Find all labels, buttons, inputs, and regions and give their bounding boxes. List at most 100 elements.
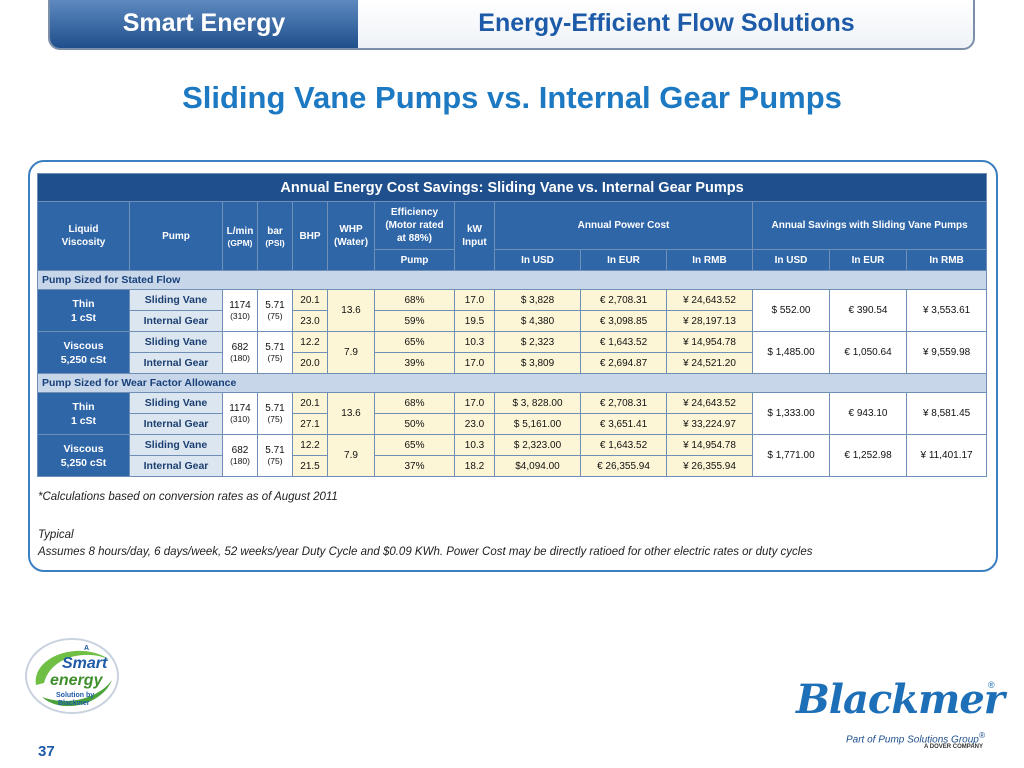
badge-a: A	[84, 645, 89, 652]
flow-lmin: 1174	[229, 403, 251, 414]
cost-rmb: ¥ 24,643.52	[666, 289, 753, 311]
cost-usd: $ 5,161.00	[494, 413, 581, 435]
flow-lmin: 682	[231, 445, 249, 456]
bhp-value: 12.2	[292, 434, 328, 456]
cost-eur: € 1,643.52	[580, 331, 667, 353]
efficiency-value: 37%	[374, 455, 455, 477]
flow-gpm: (310)	[230, 311, 250, 321]
col-header-save-rmb: In RMB	[905, 249, 988, 271]
liquid-viscosity-cell: Thin 1 cSt	[37, 289, 130, 332]
col-header-save-eur: In EUR	[829, 249, 907, 271]
col-header-annual-power-cost: Annual Power Cost	[494, 201, 753, 250]
cost-usd: $ 4,380	[494, 310, 581, 332]
badge-brand: Blackmer	[58, 700, 90, 707]
cost-eur: € 26,355.94	[580, 455, 667, 477]
efficiency-value: 39%	[374, 352, 455, 374]
cost-usd: $4,094.00	[494, 455, 581, 477]
bhp-value: 20.1	[292, 289, 328, 311]
flow-cell: 682 (180)	[222, 434, 258, 477]
pump-type: Sliding Vane	[129, 434, 223, 456]
flow-cell: 682 (180)	[222, 331, 258, 374]
col-header-cost-rmb: In RMB	[666, 249, 753, 271]
blackmer-wordmark: Blackmer	[796, 676, 1005, 723]
bar-label: bar	[267, 225, 283, 237]
dover-company-mark: A DOVER COMPANY	[924, 744, 984, 750]
savings-eur: € 1,050.64	[829, 331, 907, 374]
liquid-viscosity-cell: Viscous 5,250 cSt	[37, 331, 130, 374]
bhp-value: 27.1	[292, 413, 328, 435]
table-body: Annual Energy Cost Savings: Sliding Vane…	[36, 173, 988, 477]
blackmer-tagline: Part of Pump Solutions Group®	[846, 730, 985, 745]
col-header-save-usd: In USD	[752, 249, 830, 271]
cost-usd: $ 2,323	[494, 331, 581, 353]
efficiency-value: 59%	[374, 310, 455, 332]
efficiency-value: 50%	[374, 413, 455, 435]
section-header: Pump Sized for Wear Factor Allowance	[36, 373, 988, 393]
kw-input-value: 19.5	[454, 310, 495, 332]
flow-gpm: (310)	[230, 414, 250, 424]
savings-rmb: ¥ 3,553.61	[905, 289, 988, 332]
footnote-conversion: *Calculations based on conversion rates …	[38, 491, 338, 503]
savings-usd: $ 552.00	[752, 289, 830, 332]
liquid-viscosity-cell: Viscous 5,250 cSt	[37, 434, 130, 477]
col-header-annual-savings: Annual Savings with Sliding Vane Pumps	[751, 201, 988, 250]
pump-type: Sliding Vane	[129, 331, 223, 353]
flow-cell: 1174 (310)	[222, 289, 258, 332]
table-row: Internal Gear 21.5 37% 18.2 $4,094.00 € 26,35…	[38, 455, 987, 477]
pressure-bar: 5.71	[265, 445, 285, 456]
cost-rmb: ¥ 24,643.52	[666, 392, 753, 414]
badge-smart: Smart	[62, 655, 108, 672]
pump-type: Internal Gear	[129, 455, 223, 477]
col-header-efficiency: Efficiency (Motor rated at 88%)	[374, 201, 455, 250]
efficiency-value: 68%	[374, 392, 455, 414]
footnote-typical: Typical	[38, 529, 74, 541]
bhp-value: 20.1	[292, 392, 328, 414]
badge-energy: energy	[50, 672, 104, 689]
footnote-duty-cycle: Assumes 8 hours/day, 6 days/week, 52 wee…	[38, 546, 813, 558]
table-row: Viscous 5,250 cSt Sliding Vane 682 (180) 5.71…	[37, 434, 988, 477]
kw-input-value: 10.3	[454, 331, 495, 353]
savings-table: Annual Energy Cost Savings: Sliding Vane…	[36, 173, 988, 477]
liquid-name: Viscous	[63, 339, 104, 352]
savings-usd: $ 1,771.00	[752, 434, 830, 477]
pressure-cell: 5.71 (75)	[257, 331, 293, 374]
savings-table-wrapper: Annual Energy Cost Savings: Sliding Vane…	[36, 173, 988, 477]
blackmer-logo: Blackmer ® Part of Pump Solutions Group®…	[796, 676, 1006, 762]
cost-rmb: ¥ 14,954.78	[666, 434, 753, 456]
flow-cell: 1174 (310)	[222, 392, 258, 435]
bhp-value: 12.2	[292, 331, 328, 353]
liquid-cst: 1 cSt	[70, 311, 97, 324]
cost-eur: € 2,708.31	[580, 289, 667, 311]
liquid-cst: 5,250 cSt	[60, 456, 107, 469]
liquid-cst: 1 cSt	[70, 414, 97, 427]
cost-rmb: ¥ 14,954.78	[666, 331, 753, 353]
cost-usd: $ 3,809	[494, 352, 581, 374]
liquid-name: Thin	[72, 297, 95, 310]
kw-input-value: 17.0	[454, 289, 495, 311]
table-row: Viscous 5,250 cSt Sliding Vane 682 (180) 5.71…	[37, 331, 988, 374]
kw-input-value: 10.3	[454, 434, 495, 456]
savings-eur: € 1,252.98	[829, 434, 907, 477]
registered-mark: ®	[988, 680, 995, 690]
savings-usd: $ 1,333.00	[752, 392, 830, 435]
cost-rmb: ¥ 26,355.94	[666, 455, 753, 477]
cost-usd: $ 3,828	[494, 289, 581, 311]
pump-type: Internal Gear	[129, 352, 223, 374]
pressure-cell: 5.71 (75)	[257, 289, 293, 332]
pressure-psi: (75)	[267, 311, 283, 321]
table-row: Thin 1 cSt Sliding Vane 1174 (310) 5.71 (75) 20…	[37, 289, 988, 332]
col-header-pump: Pump	[129, 201, 223, 271]
col-header-bhp: BHP	[292, 201, 328, 271]
tagline-registered-mark: ®	[978, 730, 985, 740]
pump-type: Sliding Vane	[129, 392, 223, 414]
header-bar: Smart Energy Energy-Efficient Flow Solut…	[48, 0, 975, 50]
bar-unit: (PSI)	[265, 237, 285, 248]
efficiency-value: 65%	[374, 331, 455, 353]
cost-rmb: ¥ 28,197.13	[666, 310, 753, 332]
efficiency-value: 68%	[374, 289, 455, 311]
footnote-assumptions: Typical Assumes 8 hours/day, 6 days/week…	[38, 527, 812, 561]
savings-eur: € 943.10	[829, 392, 907, 435]
pressure-bar: 5.71	[265, 300, 285, 311]
col-header-eff-pump: Pump	[374, 249, 455, 271]
whp-value: 7.9	[327, 331, 375, 374]
